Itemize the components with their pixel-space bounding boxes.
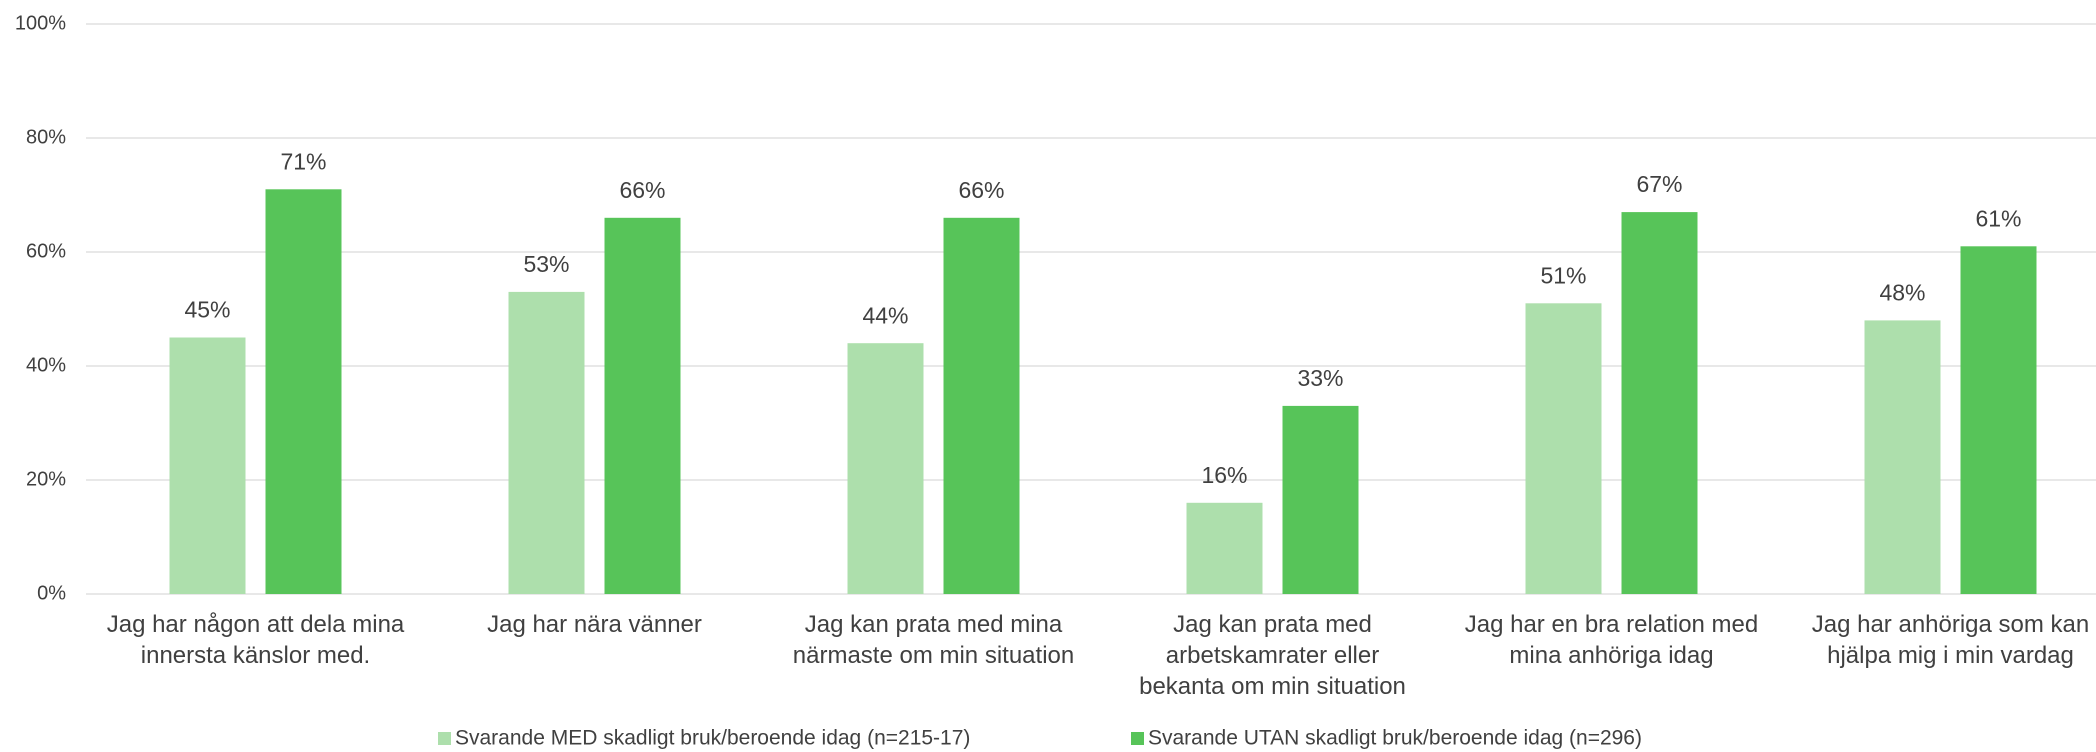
x-tick-label: Jag har en bra relation med mina anhöriga… bbox=[1465, 611, 1759, 669]
data-label: 67% bbox=[1636, 171, 1682, 197]
bar bbox=[604, 217, 681, 595]
y-tick-label: 0% bbox=[37, 582, 66, 604]
data-label: 66% bbox=[619, 177, 665, 203]
bar bbox=[1621, 212, 1698, 594]
bar bbox=[1186, 502, 1263, 594]
legend-label: Svarande MED skadligt bruk/beroende idag… bbox=[455, 727, 970, 750]
data-label: 61% bbox=[1975, 205, 2021, 231]
data-label: 51% bbox=[1540, 262, 1586, 288]
x-tick-label: Jag kan prata med arbetskamrater eller bek… bbox=[1139, 611, 1406, 700]
x-tick-label: Jag kan prata med mina närmaste om min si… bbox=[793, 611, 1074, 669]
x-tick-label-line: Jag har någon att dela mina bbox=[107, 611, 405, 638]
bar bbox=[1525, 303, 1602, 594]
bar bbox=[265, 189, 342, 595]
bar bbox=[508, 291, 585, 594]
data-label: 45% bbox=[184, 297, 230, 323]
data-label: 33% bbox=[1297, 365, 1343, 391]
x-tick-label: Jag har anhöriga som kan hjälpa mig i min… bbox=[1812, 611, 2090, 669]
bar bbox=[1960, 246, 2037, 595]
x-tick-label-line: innersta känslor med. bbox=[141, 642, 370, 669]
data-label: 48% bbox=[1879, 279, 1925, 305]
x-tick-label-line: mina anhöriga idag bbox=[1509, 642, 1713, 669]
y-tick-label: 20% bbox=[26, 468, 66, 490]
x-tick-label-line: Jag har anhöriga som kan bbox=[1812, 611, 2090, 638]
bar bbox=[1282, 405, 1359, 594]
x-tick-label-line: hjälpa mig i min vardag bbox=[1827, 642, 2074, 669]
data-label: 53% bbox=[523, 251, 569, 277]
data-label: 71% bbox=[280, 148, 326, 174]
data-label: 44% bbox=[862, 302, 908, 328]
x-tick-label-line: Jag har nära vänner bbox=[487, 611, 702, 638]
x-tick-label-line: närmaste om min situation bbox=[793, 642, 1074, 669]
bar bbox=[169, 337, 246, 594]
x-tick-label-line: Jag kan prata med mina bbox=[805, 611, 1063, 638]
data-label: 66% bbox=[958, 177, 1004, 203]
bar bbox=[943, 217, 1020, 595]
y-tick-label: 80% bbox=[26, 126, 66, 148]
x-tick-label-line: Jag kan prata med bbox=[1173, 611, 1372, 638]
x-tick-label-line: Jag har en bra relation med bbox=[1465, 611, 1759, 638]
x-tick-label-line: arbetskamrater eller bbox=[1166, 642, 1379, 669]
y-tick-label: 60% bbox=[26, 240, 66, 262]
data-label: 16% bbox=[1201, 462, 1247, 488]
legend-swatch bbox=[438, 732, 451, 745]
x-tick-label-line: bekanta om min situation bbox=[1139, 673, 1406, 700]
bar bbox=[847, 343, 924, 594]
x-tick-label: Jag har någon att dela mina innersta käns… bbox=[107, 611, 405, 669]
bar bbox=[1864, 320, 1941, 594]
x-tick-label: Jag har nära vänner bbox=[487, 611, 702, 638]
y-tick-label: 40% bbox=[26, 354, 66, 376]
y-tick-label: 100% bbox=[15, 12, 66, 34]
legend-label: Svarande UTAN skadligt bruk/beroende ida… bbox=[1148, 727, 1642, 750]
legend-swatch bbox=[1131, 732, 1144, 745]
